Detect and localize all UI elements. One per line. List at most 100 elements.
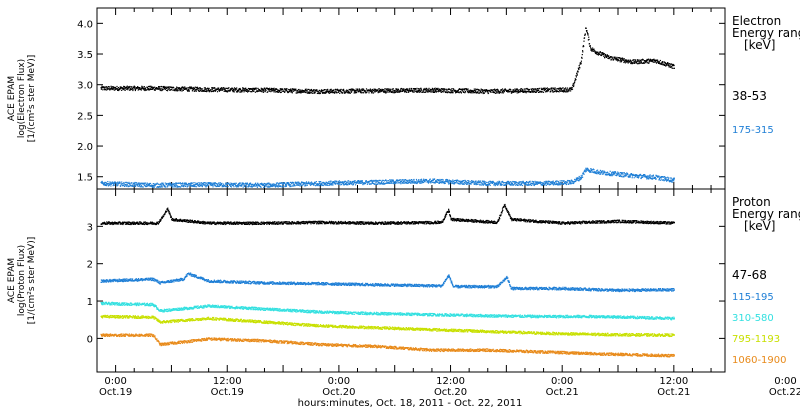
electron-38-53-point [562, 87, 563, 88]
electron-175-315-point [102, 181, 103, 182]
electron-38-53-point [665, 63, 666, 64]
electron-175-315-point [596, 173, 597, 174]
electron-38-53-point [141, 89, 142, 90]
electron-38-53-point [572, 87, 573, 88]
electron-175-315-point [461, 183, 462, 184]
electron-175-315-point [133, 186, 134, 187]
electron-38-53-point [495, 93, 496, 94]
electron-175-315-point [583, 172, 584, 173]
electron-175-315-point [404, 181, 405, 182]
electron-38-53-point [384, 90, 385, 91]
electron-38-53-point [605, 54, 606, 55]
electron-38-53-point [341, 89, 342, 90]
electron-175-315-point [371, 183, 372, 184]
electron-175-315-point [383, 180, 384, 181]
proton-47-68-point [257, 224, 258, 225]
electron-175-315-point [447, 180, 448, 181]
electron-175-315-point [420, 181, 421, 182]
electron-38-53-point [115, 87, 116, 88]
electron-175-315-point [305, 185, 306, 186]
electron-38-53-point [409, 88, 410, 89]
electron-175-315-point [332, 184, 333, 185]
electron-175-315-point [401, 181, 402, 182]
electron-175-315-point [576, 180, 577, 181]
electron-38-53-point [525, 88, 526, 89]
electron-38-53-point [133, 89, 134, 90]
electron-38-53-point [184, 86, 185, 87]
proton-47-68-point [118, 224, 119, 225]
proton-47-68-point [223, 222, 224, 223]
electron-175-315-point [401, 183, 402, 184]
electron-38-53-point [236, 89, 237, 90]
electron-175-315-point [533, 184, 534, 185]
electron-38-53-point [207, 90, 208, 91]
electron-175-315-point [647, 175, 648, 176]
electron-38-53-point [667, 65, 668, 66]
electron-38-53-point [366, 88, 367, 89]
electron-38-53-point [602, 52, 603, 53]
proton-ylabel: log(Proton Flux) [17, 245, 27, 316]
electron-175-315-point [158, 184, 159, 185]
electron-38-53-point [625, 62, 626, 63]
electron-175-315-point [498, 183, 499, 184]
electron-38-53-point [547, 87, 548, 88]
electron-38-53-point [572, 89, 573, 90]
electron-175-315-point [432, 180, 433, 181]
electron-38-53-point [446, 90, 447, 91]
proton-ylabel: ACE EPAM [7, 258, 17, 303]
electron-38-53-point [327, 89, 328, 90]
electron-38-53-point [498, 90, 499, 91]
electron-175-315-point [432, 182, 433, 183]
electron-175-315-point [202, 186, 203, 187]
electron-38-53-point [384, 92, 385, 93]
electron-175-315-point [138, 183, 139, 184]
electron-175-315-point [511, 185, 512, 186]
proton-47-68-point [112, 222, 113, 223]
electron-38-53-point [561, 88, 562, 89]
electron-38-53-point [157, 88, 158, 89]
electron-38-53-point [471, 92, 472, 93]
proton-47-68-point [190, 220, 191, 221]
electron-38-53-point [550, 91, 551, 92]
electron-175-315-point [501, 183, 502, 184]
electron-175-315-point [187, 184, 188, 185]
electron-38-53-point [238, 91, 239, 92]
electron-38-53-point [583, 41, 584, 42]
electron-175-315-point [403, 182, 404, 183]
electron-175-315-point [540, 182, 541, 183]
electron-38-53-point [415, 89, 416, 90]
electron-38-53-point [181, 89, 182, 90]
electron-175-315-point [120, 182, 121, 183]
electron-38-53-point [426, 90, 427, 91]
electron-175-315-point [295, 185, 296, 186]
electron-38-53-point [215, 91, 216, 92]
proton-47-68-point [220, 224, 221, 225]
electron-38-53-point [144, 86, 145, 87]
electron-175-315-point [278, 184, 279, 185]
electron-38-53-point [225, 88, 226, 89]
proton-47-68-point [280, 223, 281, 224]
electron-175-315-point [386, 180, 387, 181]
electron-175-315-point [423, 179, 424, 180]
electron-175-315-point [325, 183, 326, 184]
electron-175-315-point [520, 181, 521, 182]
electron-38-53-point [209, 91, 210, 92]
electron-175-315-point [243, 183, 244, 184]
electron-175-315-point [127, 184, 128, 185]
electron-38-53-point [171, 89, 172, 90]
electron-38-53-point [390, 89, 391, 90]
electron-38-53-point [435, 88, 436, 89]
electron-38-53-point [416, 88, 417, 89]
electron-38-53-point [243, 90, 244, 91]
electron-175-315-point [390, 183, 391, 184]
electron-175-315-point [522, 185, 523, 186]
electron-175-315-point [211, 183, 212, 184]
electron-175-315-point [190, 183, 191, 184]
electron-38-53-point [212, 89, 213, 90]
electron-175-315-point [674, 178, 675, 179]
electron-38-53-point [633, 59, 634, 60]
electron-38-53-point [387, 88, 388, 89]
electron-175-315-point [121, 182, 122, 183]
electron-175-315-point [268, 185, 269, 186]
